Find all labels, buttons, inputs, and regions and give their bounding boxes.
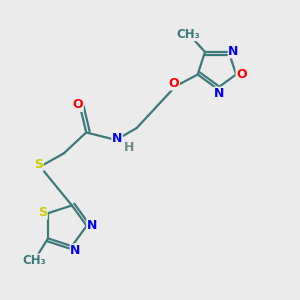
- Text: N: N: [70, 244, 81, 257]
- Text: S: S: [38, 206, 47, 219]
- Text: O: O: [73, 98, 83, 111]
- Text: H: H: [124, 141, 134, 154]
- Text: CH₃: CH₃: [23, 254, 46, 267]
- Text: CH₃: CH₃: [177, 28, 200, 40]
- Text: N: N: [112, 132, 122, 145]
- Text: N: N: [228, 45, 239, 58]
- Text: O: O: [169, 77, 179, 90]
- Text: O: O: [236, 68, 247, 81]
- Text: S: S: [34, 158, 43, 171]
- Text: N: N: [214, 87, 224, 100]
- Text: N: N: [87, 219, 97, 232]
